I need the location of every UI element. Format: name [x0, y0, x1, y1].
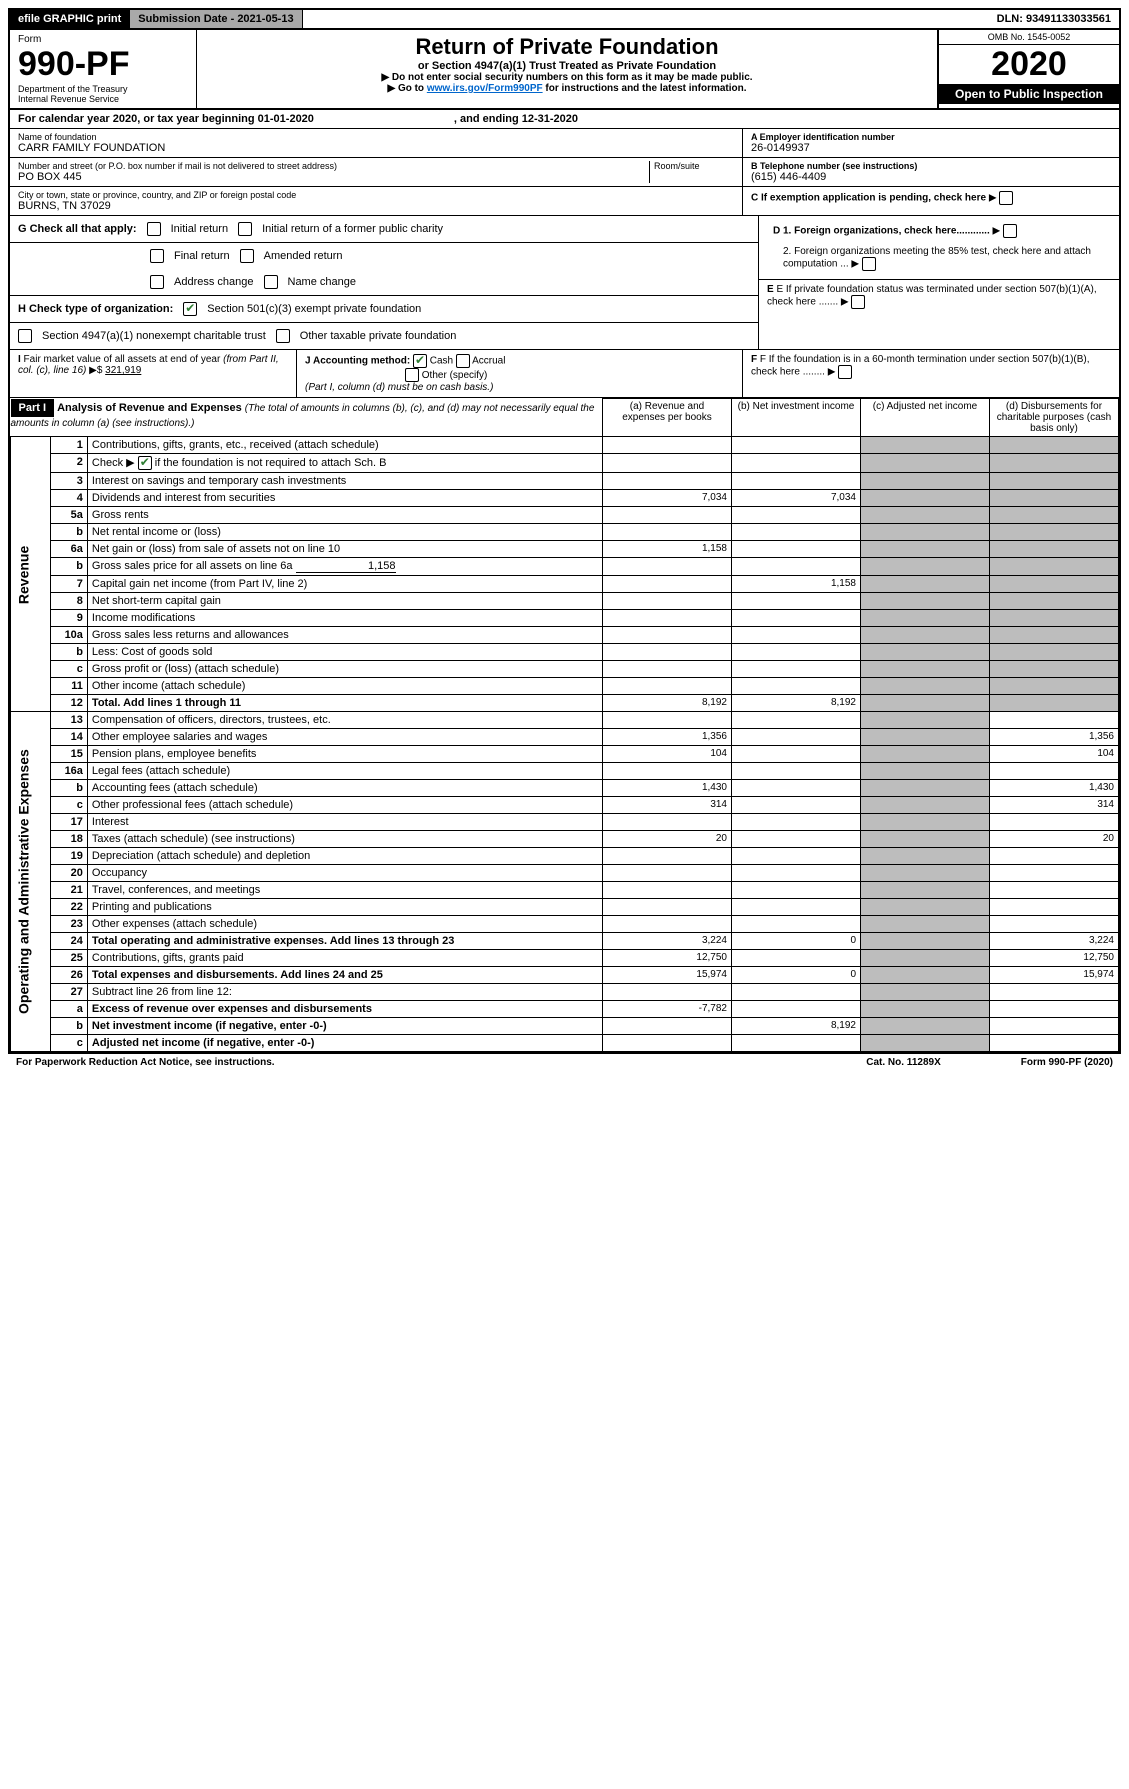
top-bar: efile GRAPHIC print Submission Date - 20… [10, 10, 1119, 30]
section-f: F F If the foundation is in a 60-month t… [743, 350, 1119, 397]
city-label: City or town, state or province, country… [18, 190, 734, 200]
ein-label: A Employer identification number [751, 132, 1111, 142]
submission-date: Submission Date - 2021-05-13 [129, 10, 302, 28]
ein-value: 26-0149937 [751, 142, 1111, 154]
form-link[interactable]: www.irs.gov/Form990PF [427, 83, 543, 94]
tax-year: 2020 [939, 45, 1119, 84]
fmv-value: 321,919 [105, 365, 141, 376]
dept: Department of the Treasury [18, 84, 188, 94]
tel-label: B Telephone number (see instructions) [751, 161, 1111, 171]
calendar-year: For calendar year 2020, or tax year begi… [10, 110, 1119, 129]
part1-label: Part I [11, 399, 55, 417]
city-c-row: City or town, state or province, country… [10, 187, 1119, 216]
col-a: (a) Revenue and expenses per books [603, 399, 732, 437]
cash-checkbox[interactable] [413, 354, 427, 368]
addr-value: PO BOX 445 [18, 171, 649, 183]
c-label: C If exemption application is pending, c… [751, 193, 986, 204]
header: Form 990-PF Department of the Treasury I… [10, 30, 1119, 110]
i-j-f-row: I Fair market value of all assets at end… [10, 350, 1119, 398]
form-number: 990-PF [18, 45, 188, 84]
open-public: Open to Public Inspection [939, 84, 1119, 104]
note2: ▶ Go to www.irs.gov/Form990PF for instru… [201, 83, 933, 94]
section-h: H Check type of organization: Section 50… [10, 296, 758, 323]
irs: Internal Revenue Service [18, 94, 188, 104]
tel-value: (615) 446-4409 [751, 171, 1111, 183]
subtitle: or Section 4947(a)(1) Trust Treated as P… [201, 60, 933, 72]
city-value: BURNS, TN 37029 [18, 200, 734, 212]
dln: DLN: 93491133033561 [989, 10, 1119, 28]
title: Return of Private Foundation [201, 34, 933, 60]
note1: ▶ Do not enter social security numbers o… [201, 72, 933, 83]
c-checkbox[interactable] [999, 191, 1013, 205]
col-c: (c) Adjusted net income [861, 399, 990, 437]
part1-table: Part I Analysis of Revenue and Expenses … [10, 398, 1119, 1052]
section-e: E E If private foundation status was ter… [759, 280, 1119, 313]
501c3-checkbox[interactable] [183, 302, 197, 316]
name-ein-row: Name of foundation CARR FAMILY FOUNDATIO… [10, 129, 1119, 158]
section-j: J Accounting method: Cash Accrual Other … [297, 350, 743, 397]
section-g: G Check all that apply: Initial return I… [10, 216, 758, 243]
efile-label: efile GRAPHIC print [10, 10, 129, 28]
footer: For Paperwork Reduction Act Notice, see … [8, 1054, 1121, 1071]
expenses-label: Operating and Administrative Expenses [11, 712, 51, 1052]
section-d: D 1. Foreign organizations, check here..… [759, 216, 1119, 280]
g-d-row: G Check all that apply: Initial return I… [10, 216, 1119, 350]
room-label: Room/suite [649, 161, 734, 183]
section-i: I Fair market value of all assets at end… [10, 350, 297, 397]
form-container: efile GRAPHIC print Submission Date - 20… [8, 8, 1121, 1054]
form-label: Form [18, 34, 188, 45]
addr-label: Number and street (or P.O. box number if… [18, 161, 649, 171]
addr-tel-row: Number and street (or P.O. box number if… [10, 158, 1119, 187]
col-d: (d) Disbursements for charitable purpose… [990, 399, 1119, 437]
omb: OMB No. 1545-0052 [939, 30, 1119, 45]
foundation-name: CARR FAMILY FOUNDATION [18, 142, 734, 154]
name-label: Name of foundation [18, 132, 734, 142]
col-b: (b) Net investment income [732, 399, 861, 437]
revenue-label: Revenue [11, 437, 51, 712]
